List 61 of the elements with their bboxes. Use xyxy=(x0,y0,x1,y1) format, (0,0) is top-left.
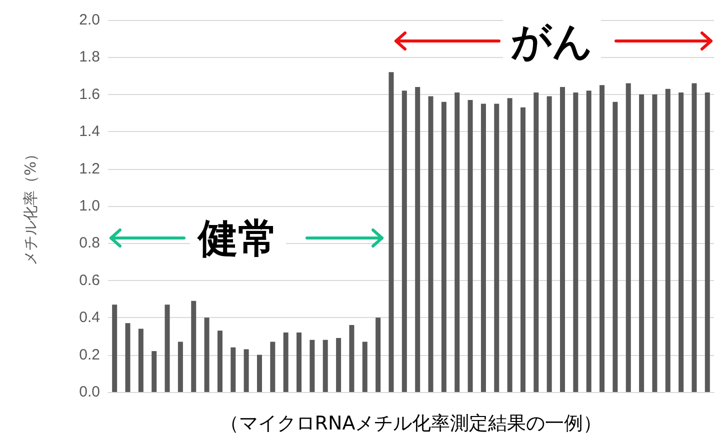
y-tick-label: 1.2 xyxy=(79,160,100,178)
y-tick-label: 0.2 xyxy=(79,346,100,364)
y-tick-label: 1.4 xyxy=(79,123,100,140)
bar xyxy=(257,354,262,392)
bar xyxy=(415,86,420,392)
bar xyxy=(520,107,526,392)
y-tick-label: 1.6 xyxy=(79,86,100,103)
y-tick-label: 0.6 xyxy=(79,272,100,289)
bar xyxy=(138,328,144,392)
bar xyxy=(454,92,460,392)
bar xyxy=(480,104,486,392)
bar xyxy=(230,347,236,392)
annotation: 健常 xyxy=(190,214,286,264)
bar xyxy=(322,340,328,392)
bar xyxy=(573,92,578,392)
y-tick-label: 1.8 xyxy=(79,48,100,66)
bar xyxy=(164,304,170,392)
bar xyxy=(704,92,710,392)
bar xyxy=(560,86,565,392)
bar xyxy=(125,323,130,392)
bar xyxy=(692,83,697,392)
bar xyxy=(441,102,446,392)
y-tick-label: 0.0 xyxy=(79,384,100,400)
bar xyxy=(270,342,276,392)
bar xyxy=(652,94,658,392)
bar xyxy=(626,83,631,392)
bar xyxy=(507,98,512,392)
bar xyxy=(494,104,500,392)
bar xyxy=(204,318,210,392)
bar xyxy=(546,96,552,392)
bar xyxy=(678,92,684,392)
bar xyxy=(362,342,368,392)
bar xyxy=(217,330,222,392)
bar xyxy=(468,100,473,392)
bar xyxy=(402,90,407,392)
bar xyxy=(112,304,118,392)
bar xyxy=(600,85,605,392)
bar xyxy=(639,94,644,392)
bar xyxy=(428,96,434,392)
y-tick-label: 0.8 xyxy=(79,234,100,252)
bar xyxy=(296,332,302,392)
annotation: がん xyxy=(503,17,601,67)
bar xyxy=(376,318,381,392)
y-tick-label: 1.0 xyxy=(79,198,100,214)
bar xyxy=(283,332,288,392)
bar xyxy=(665,88,670,392)
bar xyxy=(349,325,354,392)
x-axis-title: （マイクロRNAメチル化率測定結果の一例） xyxy=(220,412,602,434)
bar xyxy=(191,300,196,392)
bar xyxy=(152,351,157,392)
bar xyxy=(178,342,183,392)
y-axis-title: メチル化率（%） xyxy=(22,146,40,266)
y-tick-label: 2.0 xyxy=(79,12,100,28)
bar xyxy=(388,72,394,392)
bar xyxy=(534,92,539,392)
bar xyxy=(586,90,592,392)
bar xyxy=(336,338,342,392)
y-tick-label: 0.4 xyxy=(79,309,100,326)
bar xyxy=(244,349,249,392)
bar xyxy=(612,102,618,392)
bar xyxy=(310,340,315,392)
